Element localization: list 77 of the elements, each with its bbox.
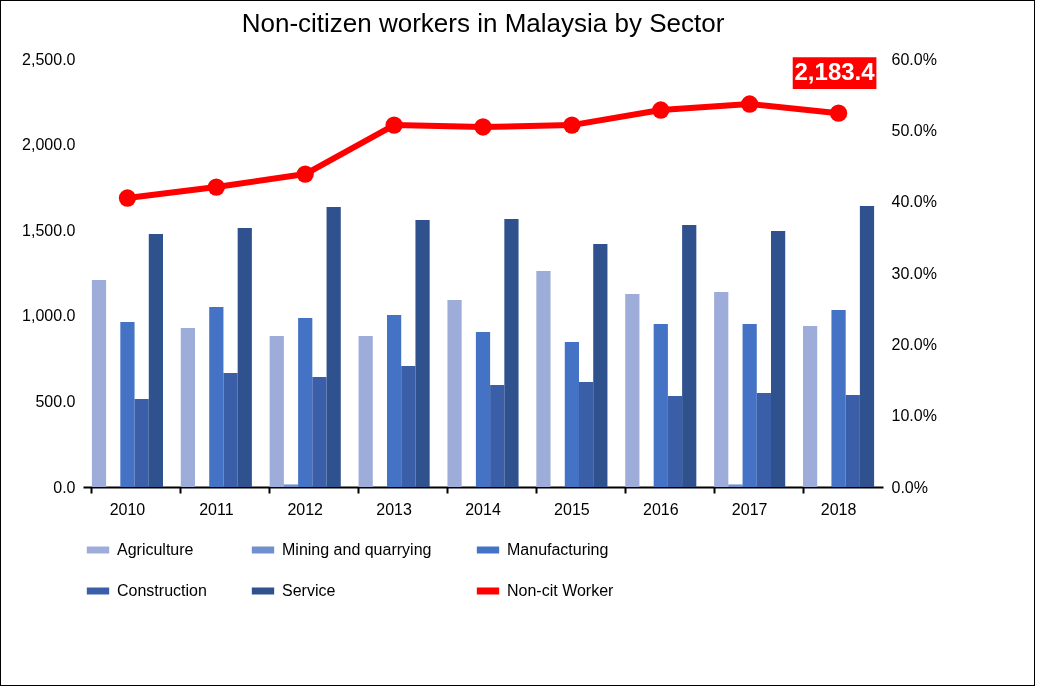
y2-tick-label: 0.0% [891, 478, 928, 496]
chart-title: Non-citizen workers in Malaysia by Sector [241, 8, 725, 38]
x-tick-label: 2018 [820, 500, 857, 518]
bar [756, 393, 771, 487]
bar [771, 231, 786, 487]
point [385, 116, 403, 134]
bar [714, 292, 729, 487]
y-tick-label: 500.0 [35, 392, 76, 410]
bar [667, 396, 683, 487]
y2-tick-label: 30.0% [891, 264, 937, 282]
x-tick-label: 2014 [465, 500, 501, 518]
bar [180, 327, 195, 487]
y-tick-label: 1,500.0 [22, 221, 76, 239]
bar [490, 384, 505, 487]
bar [358, 336, 373, 487]
bar [625, 294, 640, 487]
point [207, 178, 225, 196]
bar [579, 382, 594, 487]
bar [269, 336, 284, 487]
x-tick-label: 2011 [199, 500, 234, 518]
y2-tick-label: 40.0% [891, 193, 937, 211]
point [652, 101, 670, 119]
bar [728, 484, 743, 487]
y-tick-label: 2,500.0 [22, 50, 76, 68]
x-tick-label: 2015 [554, 500, 590, 518]
data-label: 2,183.4 [794, 58, 876, 86]
legend-label: Construction [117, 582, 207, 599]
point [118, 189, 137, 207]
point [563, 116, 581, 134]
legend-label: Non-cit Worker [507, 582, 615, 599]
bar [312, 377, 327, 487]
legend-label: Manufacturing [507, 541, 609, 558]
bar [91, 280, 107, 487]
bar [415, 220, 430, 487]
bar [401, 365, 416, 487]
x-tick-label: 2013 [376, 500, 413, 518]
bar [283, 484, 299, 487]
bar [803, 326, 818, 487]
x-tick-label: 2016 [642, 500, 679, 518]
bar [298, 318, 313, 487]
y2-tick-label: 50.0% [891, 121, 937, 139]
bar [682, 225, 697, 487]
bar [475, 332, 491, 487]
bar [223, 372, 238, 487]
x-tick-label: 2010 [109, 500, 146, 518]
point [829, 104, 848, 122]
bar [564, 341, 579, 487]
y2-tick-label: 10.0% [891, 407, 937, 425]
point [474, 118, 492, 136]
bar [859, 206, 875, 487]
point [741, 95, 759, 113]
legend-label: Agriculture [117, 541, 194, 558]
y-tick-label: 2,000.0 [22, 136, 76, 154]
bar [447, 300, 462, 487]
y2-tick-label: 20.0% [891, 335, 937, 353]
bar [742, 324, 757, 487]
bar [504, 219, 519, 487]
bar [387, 315, 402, 487]
bar [134, 399, 149, 487]
bar [148, 233, 163, 487]
bar [209, 307, 224, 487]
legend-label: Mining and quarrying [282, 541, 432, 558]
x-tick-label: 2017 [731, 500, 768, 518]
point [296, 165, 314, 183]
y2-tick-label: 60.0% [891, 50, 937, 68]
y-tick-label: 1,000.0 [22, 307, 76, 325]
legend-label: Service [282, 582, 336, 599]
bar [326, 207, 341, 487]
bar [120, 321, 135, 487]
bar [536, 271, 551, 487]
x-tick-label: 2012 [287, 500, 324, 518]
bar [831, 309, 846, 487]
y-tick-label: 0.0 [53, 478, 76, 496]
bar [237, 227, 252, 487]
bar [593, 244, 608, 487]
bar [653, 324, 668, 487]
bar [845, 395, 860, 487]
